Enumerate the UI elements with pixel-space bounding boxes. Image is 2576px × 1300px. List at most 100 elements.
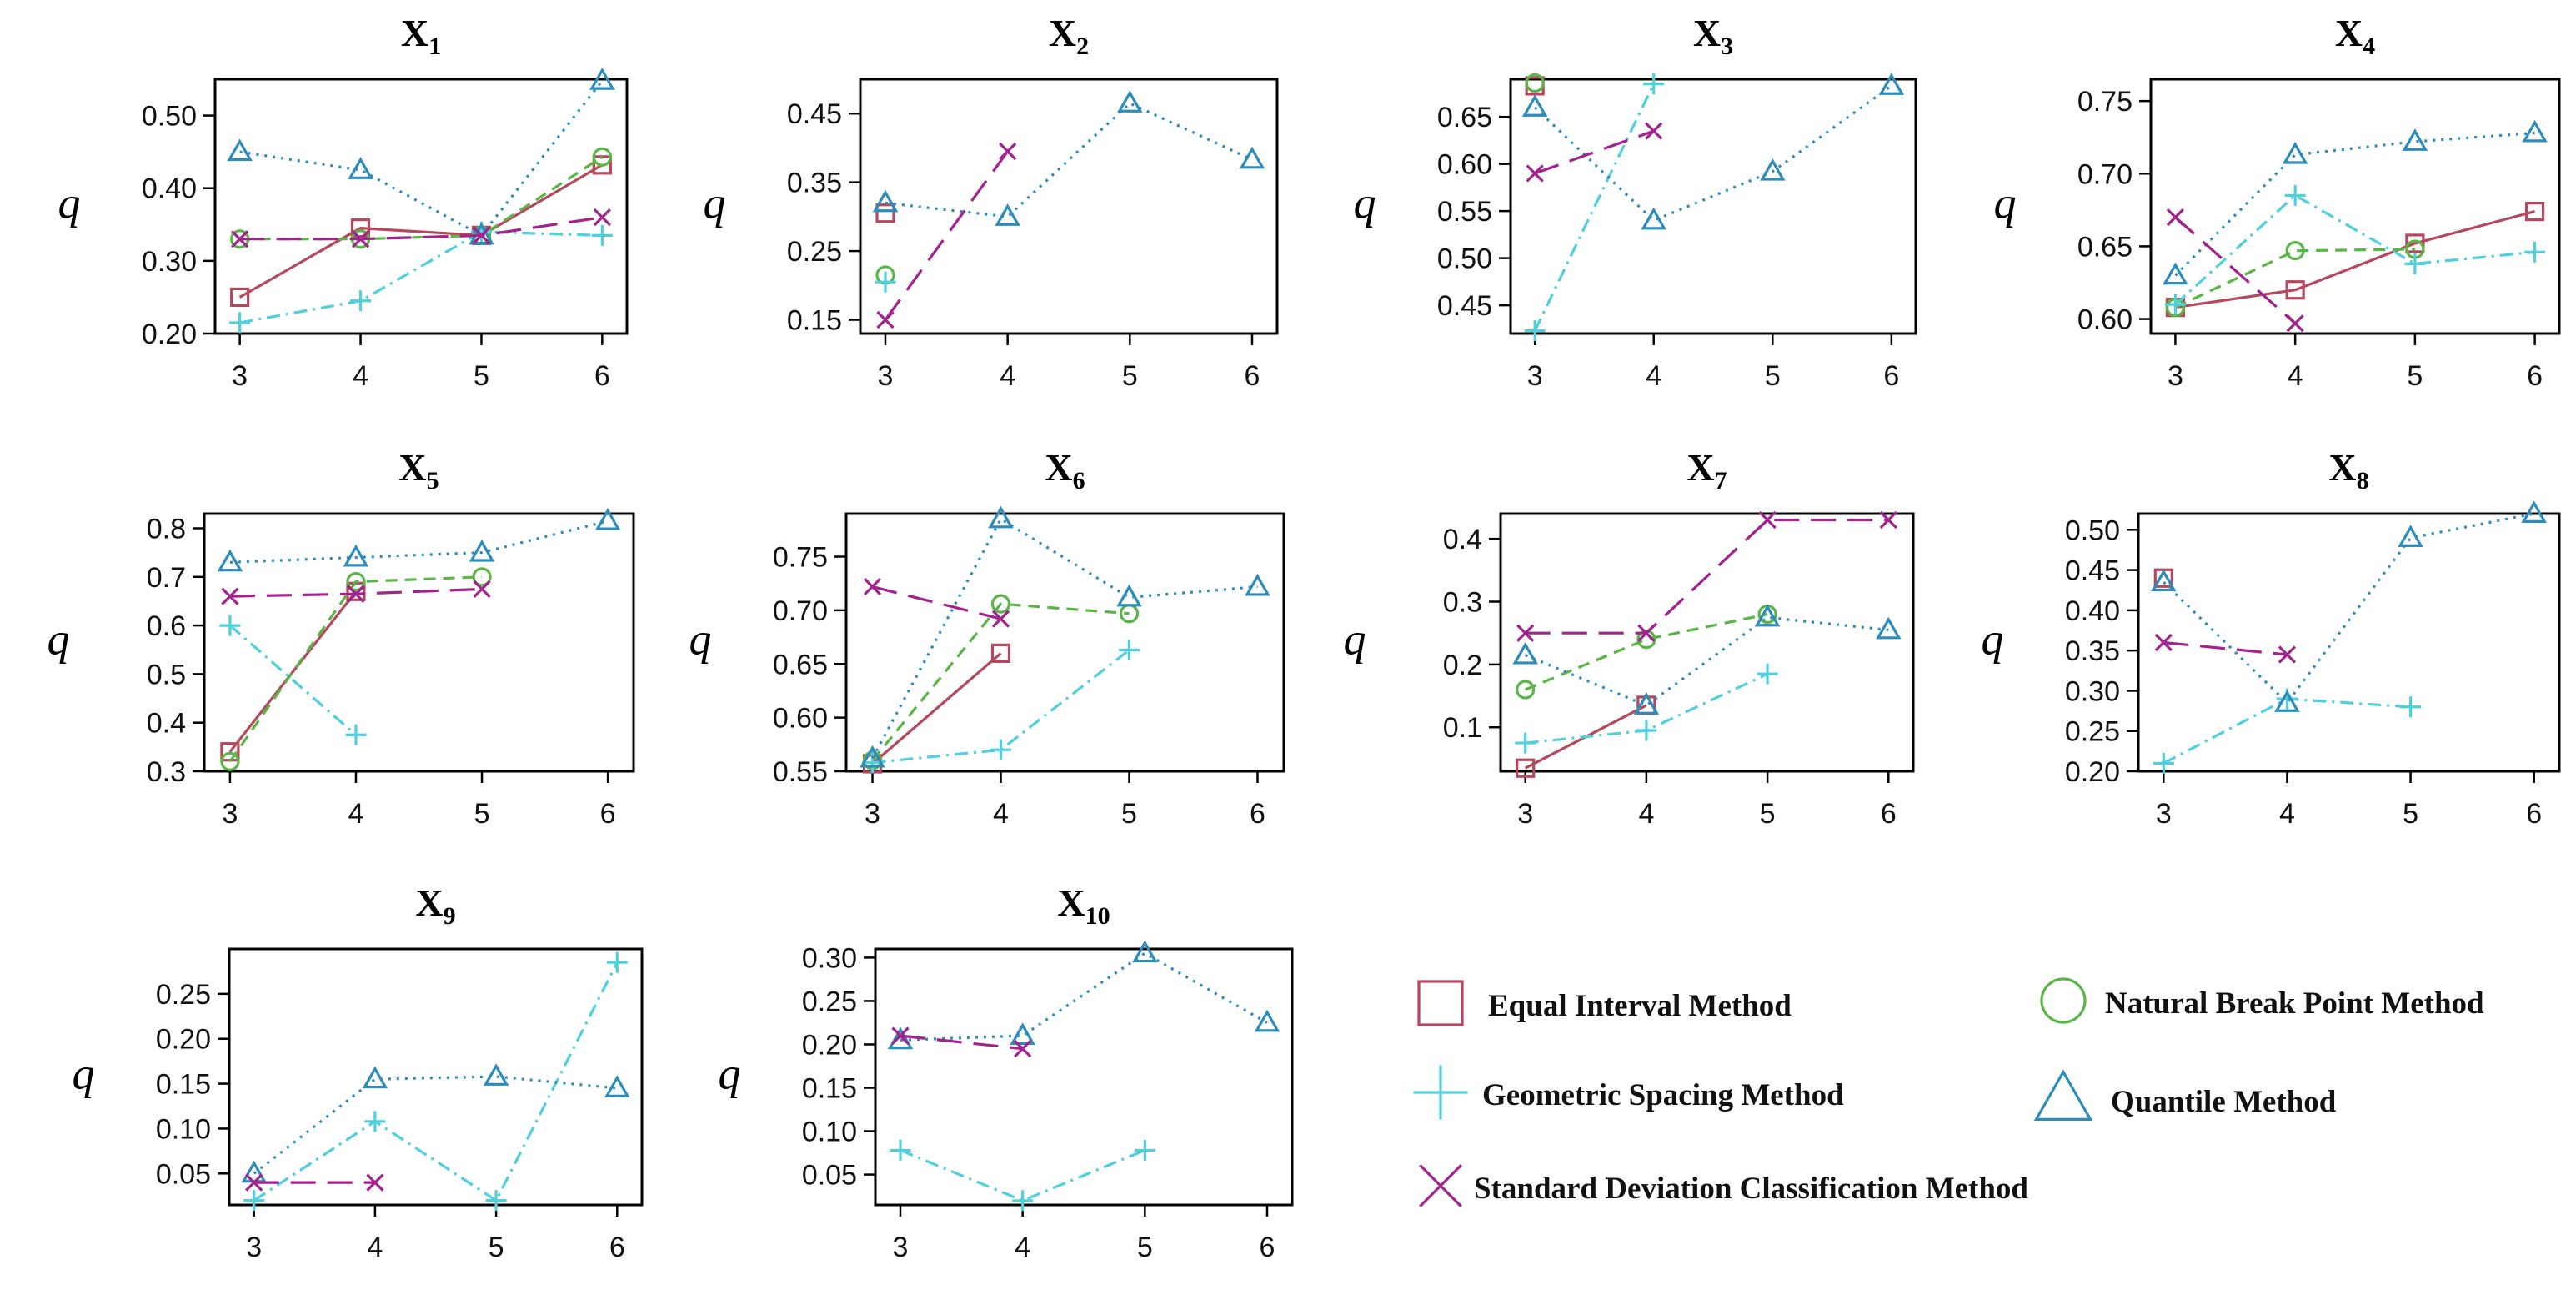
- series-geometric: [890, 1139, 1155, 1212]
- series-line-geometric: [900, 1148, 1145, 1202]
- data-point-quantile: [217, 549, 243, 572]
- data-point-quantile: [1239, 146, 1265, 169]
- legend-marker-geometric: [1413, 1065, 1468, 1120]
- data-point-quantile: [1245, 573, 1270, 596]
- y-tick-label: 0.20: [2065, 756, 2120, 788]
- y-tick-label: 0.05: [802, 1160, 857, 1192]
- y-axis-label: q: [1994, 178, 2017, 228]
- y-tick-label: 0.15: [802, 1073, 857, 1105]
- plot-frame: [844, 512, 1285, 773]
- data-point-sd: [1526, 164, 1544, 183]
- data-point-geometric: [350, 290, 372, 312]
- series-line-sd: [2163, 640, 2288, 656]
- legend-label: Quantile Method: [2111, 1085, 2337, 1119]
- data-point-quantile: [995, 203, 1020, 226]
- series-quantile: [1521, 73, 1905, 230]
- data-point-sd: [1014, 1040, 1032, 1058]
- plot-frame: [213, 78, 629, 335]
- data-point-geometric: [1757, 663, 1778, 685]
- panel-title: X4: [2335, 12, 2375, 60]
- data-point-quantile: [594, 508, 621, 530]
- series-quantile: [872, 90, 1265, 226]
- x-tick-label: 6: [1245, 360, 1260, 392]
- series-sd: [245, 1173, 384, 1192]
- panel-x5: X5 0.3 0.4 0.5 0.6 0.7 0.8 q 3 4 5 6: [48, 446, 635, 830]
- series-geometric: [1524, 73, 1665, 342]
- data-point-natural: [2285, 241, 2305, 261]
- y-tick-label: 0.50: [2065, 514, 2120, 546]
- data-point-sd: [221, 587, 239, 605]
- series-quantile: [227, 68, 615, 245]
- data-point-quantile: [483, 1063, 509, 1086]
- data-point-equal: [2405, 233, 2425, 253]
- data-point-geometric: [890, 1139, 911, 1161]
- data-point-equal: [990, 643, 1011, 663]
- series-natural: [220, 567, 492, 771]
- x-tick-label: 5: [489, 1232, 504, 1263]
- data-point-geometric: [219, 615, 241, 636]
- legend-label: Geometric Spacing Method: [1482, 1078, 1844, 1112]
- data-point-sd: [1637, 624, 1656, 642]
- series-equal: [862, 643, 1011, 774]
- panel-x7: X7 0.1 0.2 0.3 0.4 q 3 4 5 6: [1344, 446, 1915, 830]
- y-tick-label: 0.40: [2065, 595, 2120, 627]
- data-point-natural: [990, 594, 1011, 614]
- y-tick-label: 0.6: [147, 610, 186, 642]
- x-tick-label: 5: [2403, 798, 2418, 830]
- y-tick-label: 0.20: [802, 1029, 857, 1061]
- data-point-quantile: [887, 1026, 914, 1050]
- legend-marker-sd: [1419, 1164, 1462, 1207]
- y-tick-label: 0.50: [142, 101, 197, 133]
- series-sd: [2166, 208, 2304, 333]
- data-point-quantile: [2163, 262, 2188, 285]
- y-tick-label: 0.25: [802, 986, 857, 1017]
- y-axis-label: q: [704, 178, 726, 228]
- legend-item-geometric: Geometric Spacing Method: [1413, 1065, 1844, 1120]
- data-point-geometric: [1012, 1190, 1034, 1212]
- data-point-geometric: [1643, 73, 1665, 95]
- x-tick-label: 3: [1527, 360, 1543, 392]
- series-line-geometric: [1533, 83, 1656, 332]
- y-tick-label: 0.05: [156, 1158, 211, 1190]
- panel-title: X9: [415, 881, 455, 930]
- data-point-geometric: [1524, 320, 1546, 342]
- data-point-geometric: [1636, 720, 1657, 741]
- x-tick-label: 3: [2168, 360, 2183, 392]
- y-tick-label: 0.15: [787, 305, 842, 337]
- data-point-geometric: [591, 224, 613, 246]
- y-tick-label: 0.20: [156, 1024, 211, 1056]
- data-point-geometric: [606, 951, 628, 973]
- data-point-quantile: [1760, 158, 1786, 181]
- y-tick-label: 0.10: [156, 1113, 211, 1145]
- y-tick-label: 0.75: [773, 542, 828, 574]
- series-line-natural: [1525, 613, 1768, 691]
- legend-item-quantile: Quantile Method: [2033, 1069, 2337, 1121]
- x-tick-label: 4: [1000, 360, 1015, 392]
- series-natural: [1525, 73, 1545, 93]
- data-point-quantile: [1641, 207, 1666, 230]
- legend-item-natural: Natural Break Point Method: [2040, 977, 2484, 1024]
- panel-title: X2: [1049, 12, 1089, 60]
- data-point-quantile: [1117, 90, 1143, 113]
- y-axis-label: q: [1344, 615, 1366, 665]
- x-tick-label: 4: [1638, 798, 1654, 830]
- y-tick-label: 0.45: [1437, 290, 1492, 322]
- data-point-quantile: [604, 1075, 630, 1097]
- data-point-quantile: [1876, 616, 1902, 640]
- y-tick-label: 0.65: [773, 649, 828, 680]
- data-point-natural: [1525, 73, 1545, 93]
- data-point-sd: [2154, 633, 2173, 652]
- x-tick-label: 5: [1121, 798, 1137, 830]
- y-tick-label: 0.65: [1437, 102, 1492, 133]
- data-point-quantile: [589, 68, 615, 90]
- data-point-sd: [991, 610, 1010, 628]
- y-tick-label: 0.4: [147, 708, 186, 740]
- panel-title: X3: [1693, 12, 1733, 60]
- y-tick-label: 0.35: [2065, 635, 2120, 667]
- panel-title: X5: [398, 446, 439, 494]
- series-sd: [876, 142, 1017, 329]
- y-tick-label: 0.55: [1437, 196, 1492, 228]
- data-point-sd: [245, 1173, 263, 1192]
- x-tick-label: 5: [1765, 360, 1781, 392]
- data-point-natural: [220, 751, 240, 771]
